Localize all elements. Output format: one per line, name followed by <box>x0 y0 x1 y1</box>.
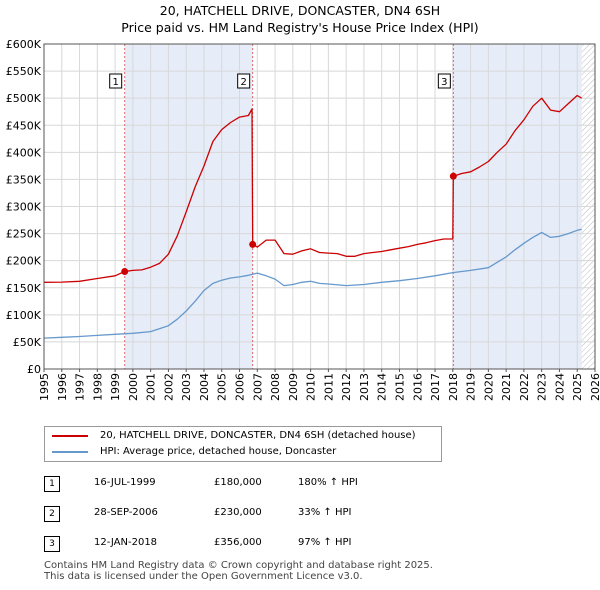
sale-number-badge: 3 <box>44 536 60 552</box>
series-lines <box>43 94 583 339</box>
x-tick-label: 2021 <box>500 373 513 401</box>
legend: 20, HATCHELL DRIVE, DONCASTER, DN4 6SH (… <box>44 426 442 462</box>
x-tick-label: 2022 <box>518 373 531 401</box>
x-tick-label: 2004 <box>198 373 211 401</box>
sale-labels: 1 2 3 <box>109 73 451 89</box>
x-tick-label: 1998 <box>91 373 104 401</box>
legend-label-hpi: HPI: Average price, detached house, Donc… <box>100 446 337 457</box>
x-tick-label: 1996 <box>56 373 69 401</box>
x-tick-label: 2013 <box>358 373 371 401</box>
x-tick-label: 2024 <box>553 373 566 401</box>
x-tick-label: 2007 <box>251 373 264 401</box>
x-tick-label: 2001 <box>145 373 158 401</box>
sale-number-badge: 2 <box>44 506 60 522</box>
y-tick-label: £550K <box>6 65 42 78</box>
chart-title: 20, HATCHELL DRIVE, DONCASTER, DN4 6SH P… <box>0 2 600 36</box>
x-tick-label: 2016 <box>411 373 424 401</box>
footer-line-1: Contains HM Land Registry data © Crown c… <box>44 560 433 571</box>
legend-swatch-hpi <box>52 451 88 453</box>
x-tick-label: 2006 <box>234 373 247 401</box>
sale-price: £230,000 <box>214 507 262 518</box>
x-tick-label: 2003 <box>180 373 193 401</box>
x-tick-label: 2005 <box>216 373 229 401</box>
x-tick-label: 2009 <box>287 373 300 401</box>
sale-point <box>249 240 257 248</box>
y-tick-labels: £0 £50K £100K £150K £200K £250K £300K £350K £400… <box>6 38 42 376</box>
y-tick-label: £100K <box>6 309 42 322</box>
x-tick-label: 2002 <box>162 373 175 401</box>
hpi-line <box>43 228 582 339</box>
axes <box>43 43 596 370</box>
sale-row: 2 28-SEP-2006 £230,000 33% ↑ HPI <box>44 504 584 524</box>
x-tick-label: 2017 <box>429 373 442 401</box>
x-tick-labels: 1995 1996 1997 1998 1999 2000 2001 2002 2003 2004… <box>38 369 600 401</box>
sale-row: 1 16-JUL-1999 £180,000 180% ↑ HPI <box>44 474 584 494</box>
sale-label-box <box>437 73 451 89</box>
sale-hpi-change: 33% ↑ HPI <box>298 507 352 518</box>
x-tick-label: 2010 <box>305 373 318 401</box>
y-tick-label: £450K <box>6 119 42 132</box>
y-tick-label: £200K <box>6 255 42 268</box>
sale-hpi-change: 180% ↑ HPI <box>298 477 358 488</box>
sale-date: 28-SEP-2006 <box>94 507 158 518</box>
y-tick-label: £350K <box>6 173 42 186</box>
x-tick-label: 2011 <box>322 373 335 401</box>
footer-attribution: Contains HM Land Registry data © Crown c… <box>44 560 433 582</box>
sale-date: 16-JUL-1999 <box>94 477 156 488</box>
sale-row: 3 12-JAN-2018 £356,000 97% ↑ HPI <box>44 534 584 554</box>
sale-point <box>449 172 457 180</box>
x-tick-label: 2000 <box>127 373 140 401</box>
price-chart: 1 2 3 £0 £50K £100K £150K £200K £250K £300K £350K… <box>6 38 600 401</box>
x-tick-label: 2012 <box>340 373 353 401</box>
plot-frame <box>43 43 596 370</box>
y-tick-label: £0 <box>27 363 41 376</box>
x-tick-label: 2026 <box>589 373 600 401</box>
legend-label-property: 20, HATCHELL DRIVE, DONCASTER, DN4 6SH (… <box>100 430 416 441</box>
x-tick-label: 2008 <box>269 373 282 401</box>
x-tick-label: 2020 <box>482 373 495 401</box>
y-tick-label: £50K <box>13 336 42 349</box>
x-tick-label: 2014 <box>376 373 389 401</box>
sale-hpi-change: 97% ↑ HPI <box>298 537 352 548</box>
y-tick-label: £300K <box>6 201 42 214</box>
y-tick-label: £500K <box>6 92 42 105</box>
x-tick-label: 2019 <box>465 373 478 401</box>
sale-label-text: 3 <box>441 77 447 88</box>
y-tick-label: £400K <box>6 146 42 159</box>
x-tick-label: 2015 <box>393 373 406 401</box>
sale-number-badge: 1 <box>44 476 60 492</box>
sale-label-box <box>237 73 251 89</box>
sale-label-text: 1 <box>113 77 119 88</box>
x-tick-label: 1997 <box>74 373 87 401</box>
y-tick-label: £600K <box>6 38 42 51</box>
sale-points <box>121 172 457 275</box>
legend-swatch-property <box>52 435 88 437</box>
sale-price: £356,000 <box>214 537 262 548</box>
chart-title-line-1: 20, HATCHELL DRIVE, DONCASTER, DN4 6SH <box>159 3 441 18</box>
property-price-line <box>43 94 583 283</box>
x-tick-label: 1995 <box>38 373 51 401</box>
x-tick-label: 2025 <box>571 373 584 401</box>
sale-label-box <box>109 73 123 89</box>
sale-price: £180,000 <box>214 477 262 488</box>
footer-line-2: This data is licensed under the Open Gov… <box>44 571 363 582</box>
sale-label-text: 2 <box>240 77 246 88</box>
x-tick-label: 1999 <box>109 373 122 401</box>
sale-date: 12-JAN-2018 <box>94 537 158 548</box>
y-tick-label: £250K <box>6 228 42 241</box>
x-tick-label: 2018 <box>447 373 460 401</box>
y-tick-label: £150K <box>6 282 42 295</box>
x-tick-label: 2023 <box>536 373 549 401</box>
chart-title-line-2: Price paid vs. HM Land Registry's House … <box>121 20 479 35</box>
sale-point <box>121 268 129 275</box>
